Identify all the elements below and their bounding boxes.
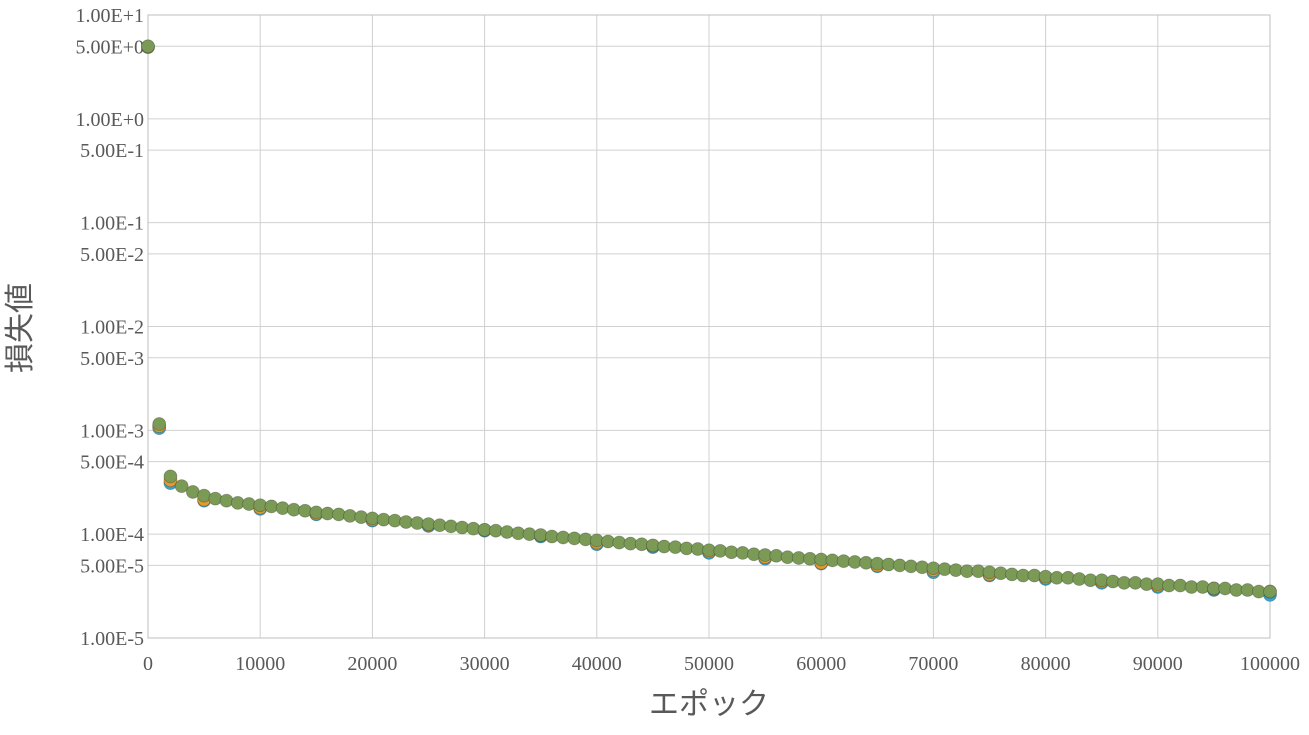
y-tick-label: 5.00E+0 [76, 36, 145, 58]
data-point [174, 479, 189, 494]
data-point [1263, 584, 1277, 599]
y-tick-label: 5.00E-2 [80, 244, 144, 266]
data-point [208, 491, 223, 506]
y-tick-label: 1.00E-4 [80, 524, 144, 546]
y-tick-label: 5.00E-5 [80, 555, 144, 577]
y-axis-title: 損失値 [3, 283, 38, 373]
y-tick-label: 1.00E-3 [80, 420, 144, 442]
x-tick-label: 20000 [347, 653, 397, 675]
x-tick-label: 100000 [1240, 653, 1300, 675]
y-tick-label: 5.00E-4 [80, 452, 144, 474]
x-axis-title: エポック [649, 687, 769, 722]
y-tick-label: 1.00E+1 [76, 5, 145, 27]
y-tick-label: 5.00E-3 [80, 348, 144, 370]
y-tick-label: 1.00E+0 [76, 109, 145, 131]
data-point [219, 493, 234, 508]
x-tick-labels: 0 10000 20000 30000 40000 50000 60000 70000 8000… [143, 653, 1300, 675]
y-tick-label: 5.00E-1 [80, 140, 144, 162]
x-tick-label: 70000 [908, 653, 958, 675]
y-tick-label: 1.00E-2 [80, 317, 144, 339]
x-tick-label: 30000 [460, 653, 510, 675]
x-tick-label: 10000 [235, 653, 285, 675]
data-point [152, 417, 167, 431]
x-tick-label: 50000 [684, 653, 734, 675]
data-point [141, 39, 155, 54]
data-points [141, 39, 1277, 602]
y-tick-labels: 1.00E+1 5.00E+0 1.00E+0 5.00E-1 1.00E-1 5.00E… [76, 5, 145, 650]
x-tick-label: 60000 [796, 653, 846, 675]
y-tick-label: 1.00E-1 [80, 213, 144, 235]
x-tick-label: 90000 [1133, 653, 1183, 675]
x-tick-label: 40000 [572, 653, 622, 675]
x-tick-label: 80000 [1021, 653, 1071, 675]
x-tick-label: 0 [143, 653, 153, 675]
plot-frame [147, 14, 1271, 639]
data-point [163, 469, 178, 484]
series-3 [141, 39, 1277, 599]
y-tick-label: 1.00E-5 [80, 628, 144, 650]
